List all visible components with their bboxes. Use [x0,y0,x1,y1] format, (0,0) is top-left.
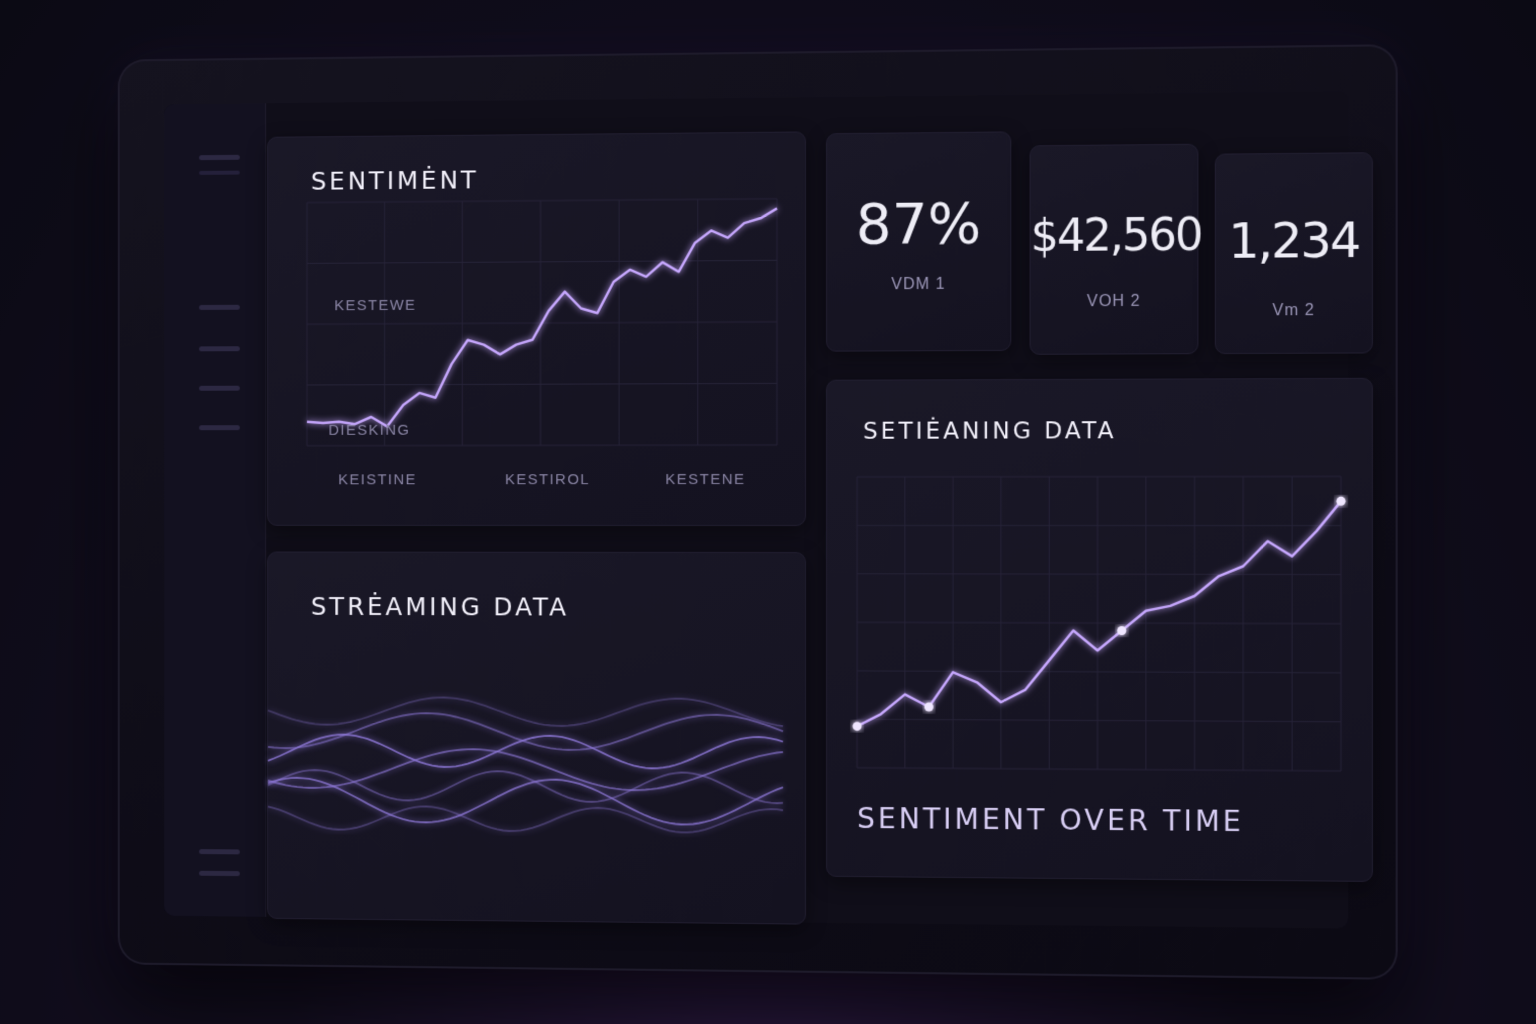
stat-label-1: VDM 1 [891,275,946,294]
data-point-marker [1336,496,1346,506]
data-point-marker [1117,626,1127,636]
grid-line-h [857,768,1341,771]
y-label-bottom: DIESKING [328,421,411,439]
grid-line-h [307,260,777,263]
over-time-line [857,501,1341,729]
sidebar-item-1[interactable] [199,304,240,310]
stat-label-2: VOH 2 [1086,292,1141,311]
dashboard-screen: SENTIMĖNT KESTEWE DIESKING KEISTINE KEST… [164,91,1373,929]
grid-line-h [307,199,777,203]
sentiment-title: SENTIMĖNT [310,165,479,196]
stat-value-2: $42,560 [1030,209,1202,263]
sidebar-item-2[interactable] [199,346,240,352]
sentiment-chart [307,199,777,446]
y-label-top: KESTEWE [334,296,417,315]
stat-card-1[interactable]: 87% VDM 1 [826,131,1012,352]
dashboard-device: SENTIMĖNT KESTEWE DIESKING KEISTINE KEST… [117,44,1398,980]
menu-icon-line [199,170,240,175]
sidebar [164,103,267,917]
stat-card-3[interactable]: 1,234 Vm 2 [1214,152,1373,355]
x-label-1: KEISTINE [338,471,417,489]
sidebar-item-3[interactable] [199,385,240,391]
stream-wave [268,712,783,751]
sidebar-footer-item-2[interactable] [199,870,240,877]
grid-line-h [307,383,777,385]
x-label-3: KESTENE [665,471,746,489]
menu-icon[interactable] [199,154,240,161]
stat-value-3: 1,234 [1228,212,1360,270]
over-time-footer: SENTIMENT OVER TIME [857,801,1244,839]
sentiment-panel: SENTIMĖNT KESTEWE DIESKING KEISTINE KEST… [267,131,806,527]
over-time-title: SETIĖANING DATA [863,418,1117,445]
over-time-chart [852,476,1346,771]
streaming-title: STRĖAMING DATA [310,592,569,622]
over-time-panel: SETIĖANING DATA SENTIMENT OVER TIME [826,377,1373,882]
grid-line-h [857,622,1341,623]
stream-wave [268,734,783,769]
sidebar-footer-item-1[interactable] [199,849,240,855]
grid-line-h [857,574,1341,575]
streaming-panel: STRĖAMING DATA [267,551,806,925]
grid-line-h [857,719,1341,722]
stat-value-1: 87% [855,191,982,258]
stat-label-3: Vm 2 [1272,301,1315,320]
streaming-wave-chart [268,651,785,853]
sidebar-item-4[interactable] [199,425,240,431]
stream-wave [268,697,783,728]
grid-line-h [307,445,777,446]
stream-wave [268,805,783,833]
sentiment-line [307,208,777,426]
data-point-marker [852,721,862,731]
data-point-marker [924,702,934,712]
stat-card-2[interactable]: $42,560 VOH 2 [1029,143,1202,355]
grid-line-h [857,671,1341,673]
x-label-2: KESTIROL [505,471,591,489]
